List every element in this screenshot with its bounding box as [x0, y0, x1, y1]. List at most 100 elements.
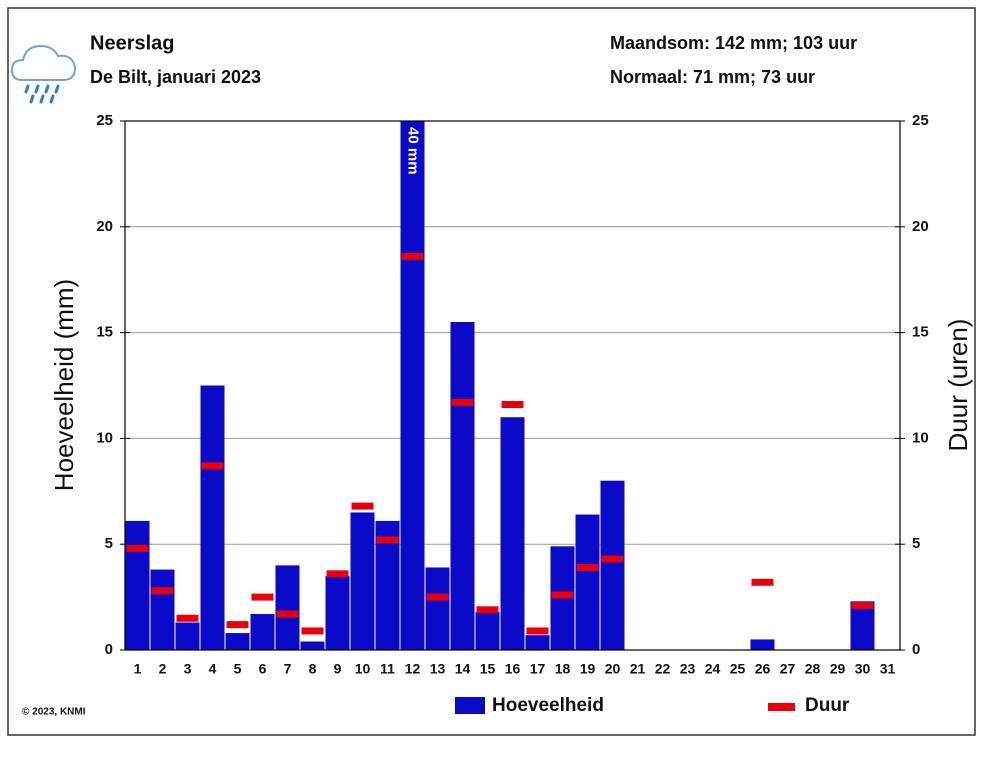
- x-tick-label: 19: [580, 661, 596, 677]
- x-tick-label: 11: [380, 661, 395, 677]
- bar: [200, 385, 225, 650]
- x-tick-label: 21: [630, 661, 646, 677]
- duration-dash: [351, 502, 374, 510]
- bar: [500, 417, 525, 650]
- bar: [150, 569, 175, 650]
- duration-dash: [401, 252, 424, 260]
- bar: [250, 614, 275, 650]
- legend-swatch: [455, 697, 485, 714]
- frame: [7, 7, 976, 736]
- y2-axis-label: Duur (uren): [943, 319, 973, 452]
- value-label: 40 mm: [405, 127, 422, 175]
- duration-dash: [751, 578, 774, 586]
- x-tick-label: 9: [334, 661, 342, 677]
- bar: [575, 514, 600, 650]
- x-tick-label: 14: [455, 661, 471, 677]
- chart-subtitle: De Bilt, januari 2023: [90, 67, 261, 87]
- duration-dash: [376, 536, 399, 544]
- annotation: Maandsom: 142 mm; 103 uur: [610, 33, 857, 53]
- bar: [125, 520, 150, 650]
- duration-dash: [526, 627, 549, 635]
- y-tick-label: 10: [96, 429, 113, 446]
- y-axis-label: Hoeveelheid (mm): [49, 279, 79, 491]
- duration-dash: [176, 614, 199, 622]
- y-tick-label: 20: [96, 218, 113, 235]
- x-tick-label: 29: [830, 661, 846, 677]
- bar: [750, 639, 775, 650]
- annotation: Normaal: 71 mm; 73 uur: [610, 67, 815, 87]
- duration-dash: [276, 610, 299, 618]
- x-tick-label: 4: [209, 661, 217, 677]
- x-tick-label: 12: [405, 661, 421, 677]
- legend-label: Duur: [805, 695, 850, 716]
- legend-swatch: [768, 703, 795, 711]
- duration-dash: [226, 621, 249, 629]
- plot-border: [124, 120, 901, 651]
- bar: [450, 322, 475, 650]
- bar: [275, 565, 300, 650]
- duration-dash: [476, 606, 499, 614]
- bar: [325, 575, 350, 650]
- bar: [850, 601, 875, 650]
- duration-dash: [326, 570, 349, 578]
- y-tick-label: 15: [96, 324, 113, 341]
- x-tick-label: 28: [805, 661, 821, 677]
- x-tick-label: 6: [259, 661, 267, 677]
- chart-title: Neerslag: [90, 32, 175, 54]
- x-tick-label: 25: [730, 661, 746, 677]
- x-tick-label: 31: [880, 661, 896, 677]
- duration-dash: [301, 627, 324, 635]
- x-tick-label: 1: [134, 661, 142, 677]
- duration-dash: [151, 587, 174, 595]
- x-tick-label: 8: [309, 661, 317, 677]
- bar: [175, 622, 200, 650]
- x-tick-label: 3: [184, 661, 192, 677]
- legend-label: Hoeveelheid: [492, 695, 604, 716]
- x-tick-label: 20: [605, 661, 621, 677]
- bar: [300, 641, 325, 650]
- duration-dash: [576, 563, 599, 571]
- plot-area: [125, 121, 875, 650]
- x-tick-label: 22: [655, 661, 671, 677]
- bar: [525, 635, 550, 650]
- duration-dash: [501, 401, 524, 409]
- y2-tick-label: 20: [912, 218, 929, 235]
- duration-dash: [126, 544, 149, 552]
- y-tick-label: 25: [96, 112, 113, 129]
- copyright: © 2023, KNMI: [22, 707, 86, 718]
- x-tick-label: 10: [355, 661, 371, 677]
- duration-dash: [601, 555, 624, 563]
- x-tick-label: 26: [755, 661, 771, 677]
- bar: [425, 567, 450, 650]
- duration-dash: [851, 602, 874, 610]
- x-tick-label: 2: [159, 661, 167, 677]
- x-tick-label: 7: [284, 661, 292, 677]
- x-tick-label: 24: [705, 661, 721, 677]
- bar: [350, 512, 375, 650]
- x-tick-label: 27: [780, 661, 796, 677]
- y-tick-label: 0: [105, 641, 113, 658]
- x-tick-label: 16: [505, 661, 521, 677]
- y2-tick-label: 25: [912, 112, 929, 129]
- y2-tick-label: 15: [912, 324, 929, 341]
- y2-tick-label: 10: [912, 429, 929, 446]
- duration-dash: [251, 593, 274, 601]
- duration-dash: [201, 462, 224, 470]
- y-tick-label: 5: [105, 535, 113, 552]
- x-tick-label: 30: [855, 661, 871, 677]
- duration-dash: [551, 591, 574, 599]
- bar: [600, 480, 625, 650]
- x-tick-label: 5: [234, 661, 242, 677]
- bar: [400, 121, 425, 650]
- bar: [225, 633, 250, 650]
- x-tick-label: 15: [480, 661, 496, 677]
- x-tick-label: 18: [555, 661, 571, 677]
- y2-tick-label: 5: [912, 535, 920, 552]
- duration-dash: [426, 593, 449, 601]
- y2-tick-label: 0: [912, 641, 920, 658]
- x-tick-label: 17: [530, 661, 546, 677]
- x-tick-label: 23: [680, 661, 696, 677]
- rain-icon: [10, 44, 77, 104]
- bar: [475, 611, 500, 650]
